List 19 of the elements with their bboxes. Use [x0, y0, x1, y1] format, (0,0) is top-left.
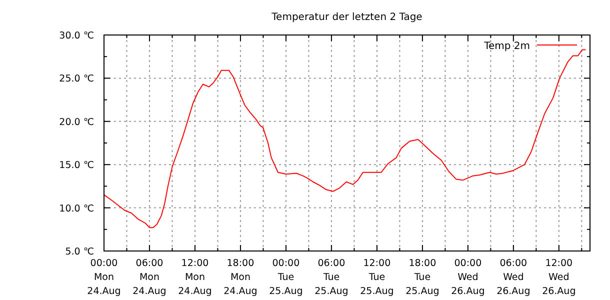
x-tick-label: 12:00 Mon 24.Aug [178, 258, 212, 297]
x-tick-label: 06:00 Tue 25.Aug [314, 258, 348, 297]
y-tick-label: 15.0 ℃ [59, 160, 94, 172]
y-tick-label: 10.0 ℃ [59, 203, 94, 214]
x-tick-label: 18:00 Tue 25.Aug [406, 258, 440, 297]
chart-title: Temperatur der letzten 2 Tage [270, 12, 422, 23]
legend-label: Temp 2m [483, 41, 530, 52]
x-tick-label: 00:00 Tue 25.Aug [269, 258, 303, 297]
y-tick-label: 30.0 ℃ [59, 30, 94, 42]
x-tick-label: 12:00 Tue 25.Aug [360, 258, 394, 297]
x-tick-label: 00:00 Mon 24.Aug [87, 258, 121, 297]
x-tick-label: 18:00 Mon 24.Aug [224, 258, 258, 297]
x-tick-label: 06:00 Mon 24.Aug [132, 258, 166, 297]
x-tick-label: 12:00 Wed 26.Aug [542, 258, 576, 297]
y-tick-label: 5.0 ℃ [65, 246, 94, 258]
y-tick-label: 20.0 ℃ [59, 116, 94, 128]
x-tick-label: 00:00 Wed 26.Aug [451, 258, 485, 297]
x-tick-label: 06:00 Wed 26.Aug [496, 258, 530, 297]
y-tick-label: 25.0 ℃ [59, 74, 94, 85]
